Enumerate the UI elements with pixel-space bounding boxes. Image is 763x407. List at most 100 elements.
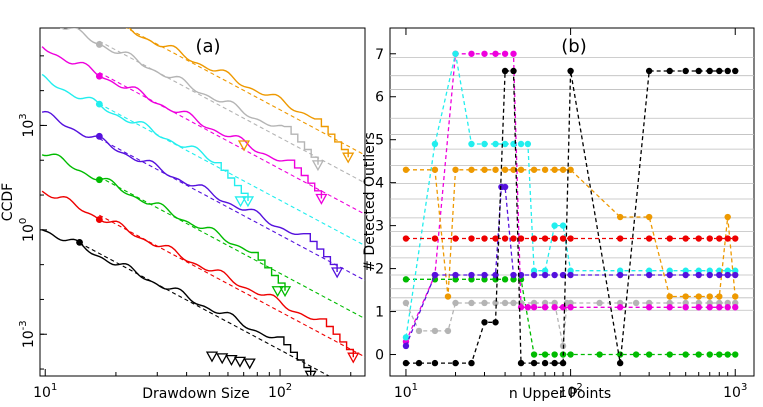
panel-b-point-orange-17 — [666, 293, 673, 300]
panel-a-ytick-label-1: 100 — [18, 218, 37, 242]
panel-b-point-gray-9 — [510, 299, 517, 307]
panel-b-point-red-13 — [567, 235, 574, 242]
panel-a-marker-gray — [95, 41, 103, 48]
panel-a: 101 102 10-3 100 103 (a) Drawdown Size CCDF — [0, 27, 366, 402]
panel-b-point-black-9 — [517, 359, 525, 367]
panel-b-point-black-16 — [645, 67, 653, 75]
panel-a-series-green — [41, 153, 365, 320]
panel-b-ytick-label-7: 7 — [375, 47, 384, 63]
panel-b-point-cyan-3 — [468, 140, 475, 148]
panel-b-point-purple-10 — [530, 271, 538, 279]
panel-b-point-magenta-12 — [551, 304, 558, 311]
panel-b-point-red-15 — [645, 235, 653, 242]
panel-a-series-gray — [59, 28, 365, 184]
panel-a-outlier-gray — [311, 160, 325, 172]
panel-b-point-purple-4 — [481, 271, 488, 279]
panel-b-xtick-label-0: 101 — [394, 382, 418, 401]
panel-b-ytick-label-4: 4 — [375, 176, 384, 192]
panel-b-point-black-15 — [616, 359, 624, 367]
panel-b-point-purple-16 — [645, 271, 653, 279]
panel-a-marker-black — [76, 238, 83, 246]
panel-a-marker-green — [95, 176, 103, 184]
panel-a-marker-purple — [95, 132, 103, 140]
panel-b-point-purple-8 — [510, 271, 517, 279]
panel-a-outlier-black — [304, 370, 317, 376]
panel-b-point-orange-2 — [444, 293, 452, 300]
panel-b-point-gray-0 — [402, 299, 410, 307]
panel-b-point-green-10 — [541, 351, 549, 358]
panel-a-ccdf-red — [41, 190, 354, 358]
panel-b-point-magenta-23 — [732, 304, 739, 311]
panel-b-point-black-13 — [559, 359, 567, 367]
panel-b-point-red-10 — [541, 235, 549, 242]
panel-b-point-orange-1 — [431, 166, 439, 173]
panel-b-point-green-22 — [716, 351, 723, 358]
panel-b-point-purple-15 — [616, 271, 624, 279]
panel-b-point-orange-7 — [501, 166, 509, 173]
panel-b-point-magenta-16 — [645, 304, 653, 311]
panel-b-point-black-20 — [706, 67, 713, 75]
panel-b-point-red-8 — [517, 235, 525, 242]
panel-b-point-cyan-13 — [559, 222, 567, 229]
panel-b-point-orange-11 — [541, 166, 549, 173]
panel-b-point-orange-5 — [481, 166, 488, 173]
panel-b-series-orange — [402, 166, 739, 300]
panel-a-outlier-green-2 — [271, 286, 284, 298]
panel-b-point-magenta-9 — [524, 304, 532, 311]
panel-b-point-black-3 — [452, 359, 459, 367]
panel-b-ticks: 101 102 103 0 1 2 3 4 5 6 7 — [375, 28, 747, 401]
panel-a-ytick-label-0: 10-3 — [18, 320, 37, 348]
panel-a-outlier-black-2 — [205, 351, 219, 363]
panel-b-point-green-23 — [724, 351, 731, 358]
panel-b-point-red-6 — [501, 235, 509, 242]
panel-b-point-orange-19 — [695, 293, 702, 300]
panel-b-point-orange-12 — [551, 166, 558, 173]
panel-b-point-black-12 — [551, 359, 558, 367]
panel-b-point-black-21 — [716, 67, 723, 75]
panel-a-fit-magenta — [99, 72, 365, 215]
panel-b-point-black-6 — [492, 319, 499, 326]
panel-b-point-black-7 — [501, 67, 509, 75]
panel-b-point-purple-23 — [732, 271, 739, 279]
panel-b-point-black-19 — [695, 67, 702, 75]
panel-a-outlier-red — [347, 352, 360, 364]
panel-b-point-cyan-2 — [452, 50, 459, 57]
panel-b-point-purple-17 — [666, 271, 673, 279]
panel-b-point-magenta-13 — [559, 304, 567, 311]
panel-a-fit-black — [79, 242, 331, 376]
panel-b-point-purple-11 — [541, 271, 549, 279]
panel-b-point-red-9 — [530, 235, 538, 242]
panel-b-point-green-24 — [732, 351, 739, 358]
panel-b-point-green-0 — [402, 276, 410, 283]
panel-b-point-orange-3 — [452, 166, 459, 173]
panel-b-point-green-20 — [695, 351, 702, 358]
panel-b-point-red-7 — [510, 235, 517, 242]
panel-b-line-cyan — [405, 53, 736, 338]
panel-b-plot-area — [402, 50, 739, 367]
panel-a-fit-gray — [99, 40, 365, 184]
panel-a-series-magenta — [41, 46, 365, 215]
panel-a-ticks: 101 102 10-3 100 103 — [18, 55, 352, 401]
panel-b-point-red-1 — [431, 235, 439, 242]
panel-b-point-red-19 — [706, 235, 713, 242]
panel-a-xlabel: Drawdown Size — [142, 386, 250, 402]
panel-b-point-orange-6 — [492, 166, 499, 173]
panel-a-outlier-black-5 — [233, 356, 247, 368]
panel-b-point-purple-14 — [567, 271, 574, 279]
panel-b-point-gray-19 — [632, 299, 640, 307]
panel-b-point-black-8 — [510, 67, 517, 75]
panel-b-label: (b) — [561, 36, 586, 57]
panel-b-point-magenta-11 — [541, 304, 549, 311]
panel-b-point-purple-13 — [559, 271, 567, 279]
panel-b-point-green-17 — [645, 351, 653, 358]
panel-a-outlier-black-6 — [243, 358, 256, 370]
panel-b-point-cyan-9 — [524, 140, 532, 148]
panel-b-point-orange-15 — [616, 213, 624, 221]
panel-a-xtick-label-1: 102 — [268, 382, 292, 401]
panel-a-outlier-black-3 — [216, 353, 229, 365]
panel-b-point-orange-13 — [559, 166, 567, 173]
panel-b-point-gray-8 — [501, 299, 509, 307]
panel-a-label: (a) — [195, 36, 220, 57]
panel-b-ylabel: # Detected Outliers — [362, 132, 378, 272]
panel-b-point-green-16 — [632, 351, 640, 358]
